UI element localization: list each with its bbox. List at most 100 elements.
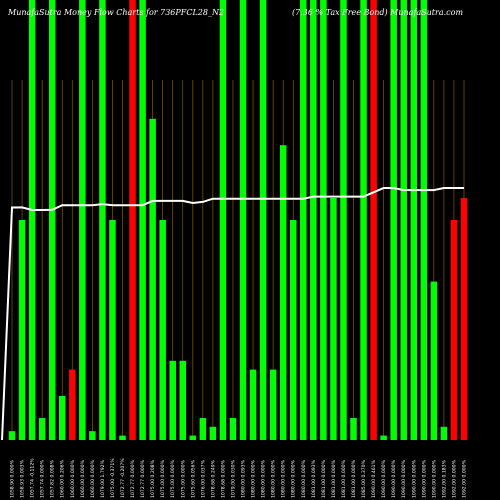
x-tick-label: 1090.00 0.000% <box>421 459 427 498</box>
money-flow-bar <box>259 0 267 440</box>
money-flow-bar <box>69 369 76 440</box>
x-tick-labels: 1058.90 0.000% 1058.93 0.003% 1057.74 -0.1… <box>10 458 468 498</box>
price-line <box>1 187 464 441</box>
money-flow-bar <box>48 0 56 440</box>
x-tick-label: 1075.00 0.000% <box>180 459 186 498</box>
x-tick-label: 1058.90 0.000% <box>10 459 16 498</box>
money-flow-bar <box>450 220 458 440</box>
x-tick-label: 1081.00 0.000% <box>351 459 357 498</box>
bars <box>8 0 468 441</box>
x-tick-label: 1080.00 0.000% <box>291 459 297 498</box>
money-flow-bar <box>229 418 237 440</box>
money-flow-bar <box>460 198 468 440</box>
money-flow-bar <box>159 220 166 440</box>
x-tick-label: 1060.00 0.206% <box>60 459 66 498</box>
money-flow-bar <box>330 198 337 440</box>
money-flow-bar <box>380 435 387 440</box>
x-tick-label: 1080.00 0.000% <box>251 459 257 498</box>
x-tick-label: 1075.00 0.000% <box>170 459 176 498</box>
x-tick-label: 1081.00 0.000% <box>321 459 327 498</box>
money-flow-bar <box>239 0 247 440</box>
x-tick-label: 1090.00 0.000% <box>431 459 437 498</box>
money-flow-bar <box>119 435 126 440</box>
x-tick-label: 1090.00 0.000% <box>381 459 387 498</box>
x-tick-label: 1090.00 0.000% <box>401 459 407 498</box>
x-tick-label: 1058.93 0.003% <box>20 459 26 498</box>
money-flow-bar <box>79 0 86 440</box>
x-tick-label: 1060.00 0.000% <box>80 459 86 498</box>
money-flow-bar <box>400 0 407 440</box>
money-flow-bar <box>269 369 277 440</box>
money-flow-bar <box>420 0 428 440</box>
x-tick-label: 1080.00 0.000% <box>301 459 307 498</box>
x-tick-label: 1092.00 0.000% <box>451 459 457 498</box>
x-tick-label: 1075.00 -0.371% <box>110 458 116 498</box>
money-flow-bar <box>279 145 287 440</box>
x-tick-label: 1092.00 0.183% <box>441 459 447 498</box>
money-flow-bar <box>189 435 197 440</box>
money-flow-bar <box>340 0 347 440</box>
money-flow-bar <box>440 426 448 440</box>
money-flow-bar <box>370 0 377 440</box>
money-flow-bar <box>8 431 16 440</box>
money-flow-bar <box>219 0 227 440</box>
money-flow-bar <box>300 0 307 440</box>
money-flow-bar <box>169 360 176 440</box>
money-flow-bar <box>129 0 136 440</box>
x-tick-label: 1092.00 0.000% <box>462 459 468 498</box>
x-tick-label: 1075.60 0.056% <box>190 459 196 498</box>
x-tick-label: 1057.74 0.000% <box>40 459 46 498</box>
money-flow-bar <box>99 0 106 440</box>
money-flow-bar <box>310 0 317 440</box>
money-flow-bar <box>58 396 66 440</box>
money-flow-bar <box>209 426 217 440</box>
x-tick-label: 1080.00 0.000% <box>271 459 277 498</box>
money-flow-bar <box>410 0 418 440</box>
money-flow-bar <box>430 281 438 440</box>
chart-title: MunafaSutra Money Flow Charts for 736PFC… <box>7 8 224 17</box>
x-tick-label: 1080.00 0.000% <box>281 459 287 498</box>
x-tick-label: 1060.00 0.000% <box>70 459 76 498</box>
x-tick-label: 1081.00 0.000% <box>341 459 347 498</box>
x-tick-label: 1079.00 1.792% <box>100 459 106 498</box>
money-flow-bar <box>28 0 36 440</box>
money-flow-bar <box>249 369 257 440</box>
x-tick-label: 1076.00 0.037% <box>200 459 206 498</box>
money-flow-bar <box>109 220 116 440</box>
x-tick-label: 1078.68 0.249% <box>210 459 216 498</box>
x-tick-label: 1072.77 0.000% <box>130 459 136 498</box>
x-tick-label: 1075.00 0.000% <box>160 459 166 498</box>
x-tick-label: 1072.77 0.000% <box>140 459 146 498</box>
price-line-group <box>1 187 464 441</box>
money-flow-bar <box>149 118 156 441</box>
x-tick-label: 1075.00 0.208% <box>150 459 156 498</box>
x-tick-label: 1078.68 0.000% <box>220 459 226 498</box>
x-tick-label: 1057.82 0.008% <box>50 459 56 498</box>
money-flow-bar <box>199 418 207 440</box>
x-tick-label: 1079.00 0.030% <box>231 459 237 498</box>
money-flow-bar <box>139 0 146 440</box>
money-flow-bar <box>89 431 96 440</box>
x-tick-label: 1057.74 -0.112% <box>30 458 36 498</box>
x-tick-label: 1081.00 0.000% <box>331 459 337 498</box>
x-tick-label: 1080.00 0.000% <box>261 459 267 498</box>
money-flow-bar <box>320 0 327 440</box>
x-tick-label: 1085.00 0.370% <box>361 459 367 498</box>
money-flow-bar <box>38 418 46 440</box>
money-flow-bar <box>390 0 397 440</box>
money-flow-bar <box>289 220 297 440</box>
x-tick-label: 1081.00 0.093% <box>311 459 317 498</box>
money-flow-bar <box>350 418 357 440</box>
x-tick-label: 1060.00 0.000% <box>90 459 96 498</box>
x-tick-label: 1090.00 0.461% <box>371 459 377 498</box>
x-tick-label: 1090.00 0.000% <box>391 459 397 498</box>
x-tick-label: 1090.00 0.000% <box>411 459 417 498</box>
x-tick-label: 1080.00 0.093% <box>241 459 247 498</box>
money-flow-bar <box>179 360 187 440</box>
money-flow-bar <box>18 220 26 440</box>
x-tick-label: 1072.77 -0.207% <box>120 458 126 498</box>
money-flow-bar <box>360 0 367 440</box>
chart-subtitle: (7.36 % Tax Free Bond) MunafaSutra.com <box>292 8 463 17</box>
